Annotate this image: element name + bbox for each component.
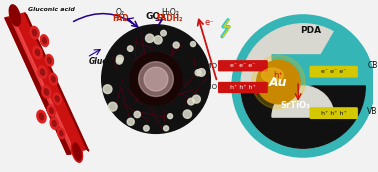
Wedge shape (272, 55, 334, 86)
Ellipse shape (43, 38, 46, 44)
Ellipse shape (33, 30, 37, 36)
Text: CB: CB (367, 61, 378, 70)
Ellipse shape (71, 141, 82, 162)
Text: SrTiO₃: SrTiO₃ (280, 101, 310, 110)
Circle shape (257, 60, 300, 104)
Ellipse shape (38, 66, 47, 78)
Text: GOx: GOx (146, 12, 166, 21)
Circle shape (183, 110, 192, 118)
Text: e⁻: e⁻ (204, 18, 214, 27)
Circle shape (173, 42, 179, 48)
Ellipse shape (45, 55, 53, 66)
Ellipse shape (37, 110, 46, 123)
Text: Glucose: Glucose (89, 57, 122, 66)
Wedge shape (272, 86, 334, 117)
Circle shape (241, 24, 365, 148)
Ellipse shape (42, 86, 51, 98)
Circle shape (134, 111, 141, 118)
Polygon shape (5, 13, 87, 154)
Ellipse shape (50, 118, 59, 129)
Text: O₂: O₂ (116, 8, 125, 17)
Polygon shape (5, 17, 75, 154)
Circle shape (167, 114, 173, 119)
Ellipse shape (53, 93, 61, 105)
Ellipse shape (73, 143, 81, 160)
Ellipse shape (50, 108, 53, 114)
Circle shape (144, 67, 168, 91)
Ellipse shape (51, 76, 55, 82)
Circle shape (103, 85, 112, 94)
Circle shape (108, 102, 117, 111)
Circle shape (195, 70, 201, 76)
Circle shape (146, 34, 154, 42)
Circle shape (127, 118, 134, 125)
Ellipse shape (40, 35, 48, 46)
Text: FADH₂: FADH₂ (156, 14, 183, 23)
FancyBboxPatch shape (310, 66, 357, 77)
Text: h⁺ h⁺ h⁺: h⁺ h⁺ h⁺ (230, 85, 256, 90)
Polygon shape (25, 13, 89, 151)
Ellipse shape (33, 46, 42, 59)
Text: h⁺ h⁺ h⁺: h⁺ h⁺ h⁺ (321, 111, 347, 116)
Circle shape (116, 55, 123, 62)
Ellipse shape (30, 26, 39, 39)
Text: FAD: FAD (112, 14, 129, 23)
Circle shape (130, 53, 182, 105)
Text: h⁺: h⁺ (273, 71, 284, 80)
Ellipse shape (47, 105, 56, 116)
Text: HOMO: HOMO (195, 84, 217, 90)
Ellipse shape (53, 121, 56, 126)
Ellipse shape (36, 49, 40, 56)
Circle shape (192, 95, 200, 103)
Text: Au: Au (269, 76, 288, 89)
Text: VB: VB (367, 107, 378, 116)
Text: LUMO: LUMO (197, 63, 217, 69)
Text: Gluconic acid: Gluconic acid (28, 7, 74, 12)
Ellipse shape (48, 57, 51, 63)
Circle shape (232, 15, 374, 157)
Circle shape (127, 46, 133, 51)
Wedge shape (241, 86, 365, 148)
Text: PDA: PDA (301, 26, 322, 35)
Ellipse shape (56, 96, 59, 102)
Text: H₂O₂: H₂O₂ (161, 8, 179, 17)
Ellipse shape (57, 128, 65, 139)
Circle shape (198, 69, 205, 76)
Text: e⁻ e⁻ e⁻: e⁻ e⁻ e⁻ (230, 63, 256, 68)
Circle shape (161, 30, 166, 36)
Text: e⁻ e⁻ e⁻: e⁻ e⁻ e⁻ (321, 69, 346, 74)
Ellipse shape (39, 114, 43, 120)
Circle shape (188, 98, 194, 105)
Wedge shape (303, 24, 374, 148)
Circle shape (144, 125, 149, 131)
Polygon shape (5, 18, 71, 154)
Circle shape (154, 36, 162, 44)
Circle shape (191, 41, 195, 47)
Circle shape (116, 58, 122, 64)
Ellipse shape (44, 89, 48, 95)
Ellipse shape (40, 69, 45, 75)
Ellipse shape (49, 73, 57, 85)
FancyBboxPatch shape (219, 61, 267, 71)
Ellipse shape (9, 5, 20, 26)
FancyBboxPatch shape (219, 83, 267, 92)
Circle shape (252, 55, 305, 109)
FancyBboxPatch shape (310, 108, 357, 118)
Ellipse shape (60, 131, 63, 136)
Circle shape (102, 25, 210, 133)
Circle shape (164, 126, 169, 131)
Circle shape (139, 62, 174, 96)
Ellipse shape (262, 68, 284, 82)
